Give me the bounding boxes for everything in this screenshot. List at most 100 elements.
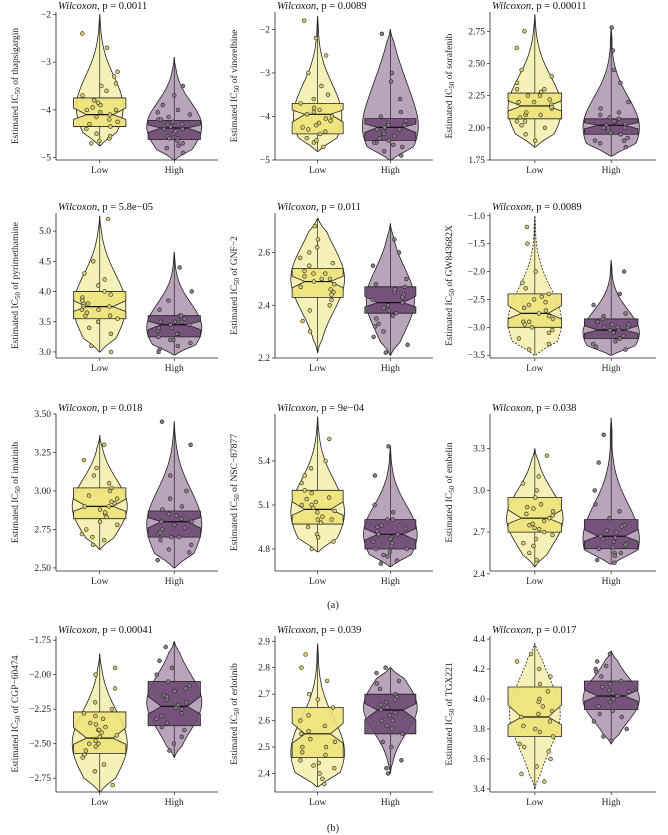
box-low [291, 103, 344, 135]
ylabel-drug: of imatinib [10, 442, 21, 487]
data-point [99, 730, 104, 735]
data-point [167, 496, 173, 501]
data-point [173, 319, 178, 324]
data-point [549, 104, 554, 110]
data-point [318, 520, 324, 525]
data-point [542, 779, 547, 784]
data-point [522, 322, 528, 327]
data-point [532, 726, 538, 732]
data-point [166, 547, 172, 552]
data-point [394, 694, 400, 699]
y-tick-label: 3.00 [34, 487, 51, 497]
y-axis-label: Estimated IC50 of CGP−60474 [10, 655, 22, 772]
data-point [593, 344, 599, 349]
data-point [112, 665, 118, 670]
data-point [612, 553, 617, 558]
data-point [157, 307, 162, 312]
data-point [593, 502, 598, 507]
x-tick-label-high: High [602, 166, 621, 176]
data-point [622, 125, 627, 131]
data-point [113, 107, 119, 113]
y-tick-label: −2.25 [29, 705, 51, 715]
panel-title: Wilcoxon, p = 0.0089 [492, 202, 582, 213]
y-tick-label: 2.4 [258, 769, 270, 779]
data-point [536, 666, 542, 672]
data-point [159, 713, 164, 719]
ylabel-drug: of embelin [444, 442, 455, 486]
y-axis-label: Estimated IC50 of TGX221 [444, 662, 456, 765]
data-point [93, 738, 98, 744]
title-p-value: , p = 0.038 [531, 403, 576, 414]
data-point [546, 314, 552, 319]
data-point [373, 546, 379, 552]
data-point [386, 444, 391, 449]
data-point [309, 491, 314, 496]
data-point [388, 536, 393, 541]
data-point [543, 300, 548, 305]
data-point [166, 511, 172, 517]
data-point [315, 237, 321, 242]
y-tick-label: 2.2 [258, 354, 270, 364]
x-tick-label-low: Low [526, 166, 544, 176]
data-point [167, 748, 172, 753]
ylabel-subscript: 50 [233, 277, 241, 285]
data-point [601, 734, 606, 739]
data-point [522, 119, 528, 124]
title-test-name: Wilcoxon [277, 1, 316, 12]
data-point [327, 276, 333, 282]
panel-title: Wilcoxon, p = 0.017 [492, 625, 576, 636]
title-p-value: , p = 0.0011 [97, 1, 147, 12]
ylabel-prefix: Estimated IC [11, 299, 21, 349]
data-point [607, 681, 613, 687]
data-point [520, 280, 525, 285]
data-point [114, 733, 120, 738]
ylabel-prefix: Estimated IC [445, 716, 455, 766]
data-point [514, 45, 519, 51]
ylabel-drug: of GNF−2 [229, 236, 240, 278]
data-point [532, 138, 538, 143]
data-point [92, 769, 98, 774]
data-point [158, 537, 163, 543]
data-point [329, 292, 334, 297]
data-point [155, 110, 160, 115]
data-point [391, 510, 396, 515]
data-point [385, 771, 391, 776]
data-point [618, 132, 623, 137]
title-p-value: , p = 0.0089 [316, 1, 367, 12]
data-point [384, 699, 389, 705]
data-point [591, 719, 597, 724]
title-p-value: , p = 5.8e−05 [97, 202, 153, 213]
data-point [326, 495, 332, 500]
y-tick-label: 2.5 [258, 743, 270, 753]
data-point [611, 67, 617, 73]
data-point [85, 301, 91, 306]
data-point [82, 504, 87, 509]
data-point [514, 119, 520, 124]
y-axis-label: Estimated IC50 of vinorelbine [229, 30, 241, 143]
data-point [86, 493, 92, 498]
data-point [103, 724, 108, 730]
data-point [91, 98, 97, 103]
data-point [528, 651, 534, 657]
data-point [187, 550, 192, 555]
data-point [607, 327, 613, 333]
x-tick-label-low: Low [309, 166, 327, 176]
data-point [165, 121, 170, 127]
data-point [332, 739, 338, 744]
data-point [299, 731, 304, 736]
data-point [546, 341, 552, 347]
data-point [596, 460, 601, 465]
ylabel-subscript: 50 [14, 87, 22, 95]
y-axis-label: Estimated IC50 of embelin [444, 442, 456, 542]
data-point [594, 557, 600, 563]
y-tick-label: −2.75 [29, 774, 51, 784]
data-point [175, 702, 181, 708]
data-point [393, 710, 398, 715]
data-point [168, 534, 174, 540]
data-point [307, 329, 313, 334]
title-test-name: Wilcoxon [277, 202, 316, 213]
y-tick-label: −4 [41, 106, 51, 116]
data-point [88, 720, 93, 726]
data-point [529, 325, 535, 330]
ylabel-subscript: 50 [448, 485, 456, 493]
